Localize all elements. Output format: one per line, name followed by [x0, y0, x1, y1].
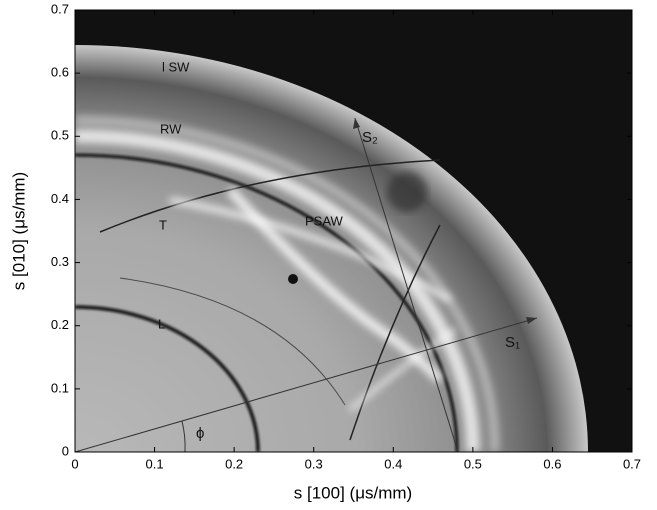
y-tick-label: 0.2: [51, 317, 69, 332]
x-tick-label: 0.1: [146, 456, 164, 471]
y-tick-label: 0.6: [51, 65, 69, 80]
x-tick-label: 0.3: [305, 456, 323, 471]
y-axis-title: s [010] (μs/mm): [9, 172, 28, 290]
x-tick-label: 0.5: [464, 456, 482, 471]
annotation: ϕ: [196, 425, 204, 442]
x-tick-label: 0.4: [384, 456, 402, 471]
annotation: PSAW: [305, 213, 344, 228]
x-tick-label: 0.2: [225, 456, 243, 471]
annotation: l SW: [162, 59, 190, 74]
annotation: RW: [160, 121, 182, 136]
annotation: S₁: [505, 334, 520, 351]
x-tick-label: 0: [71, 456, 78, 471]
y-tick-label: 0: [62, 443, 69, 458]
y-tick-label: 0.3: [51, 254, 69, 269]
annotation: T: [159, 217, 167, 232]
x-axis-title: s [100] (μs/mm): [294, 483, 412, 502]
x-tick-label: 0.6: [543, 456, 561, 471]
y-tick-label: 0.1: [51, 380, 69, 395]
y-tick-label: 0.4: [51, 191, 69, 206]
chart: l SW RW T PSAW L S₂ S₁ ϕ s [100] (μs/mm)…: [0, 0, 657, 510]
x-tick-label: 0.7: [623, 456, 641, 471]
y-tick-label: 0.7: [51, 1, 69, 16]
annotation: S₂: [362, 129, 378, 146]
annotation: L: [158, 316, 165, 331]
y-tick-label: 0.5: [51, 128, 69, 143]
